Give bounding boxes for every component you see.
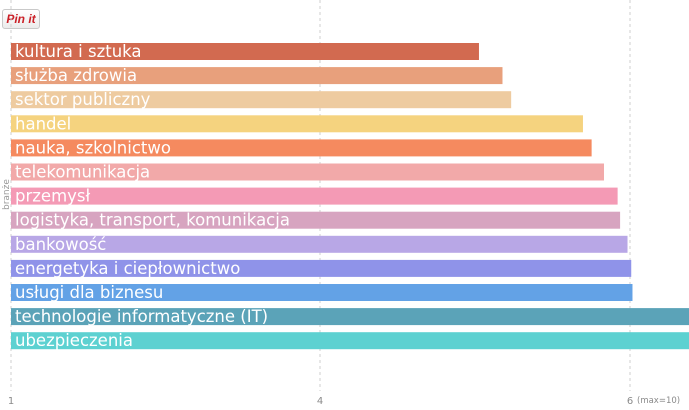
bar <box>11 43 479 60</box>
bar <box>11 139 592 157</box>
bar <box>11 115 583 133</box>
bar-label: służba zdrowia <box>15 66 137 85</box>
bar <box>11 187 618 205</box>
bar-label: energetyka i ciepłownictwo <box>15 259 240 278</box>
bar-label: telekomunikacja <box>15 163 150 182</box>
bar-label: logistyka, transport, komunikacja <box>15 211 290 230</box>
bar <box>11 211 621 229</box>
x-tick-label: 1 <box>8 396 14 407</box>
bar-label: bankowość <box>15 235 106 254</box>
bar <box>11 332 689 350</box>
x-tick-label: 4 <box>317 396 323 407</box>
bar <box>11 163 605 181</box>
bar-label: przemysł <box>15 187 91 206</box>
x-axis-max-note: (max=10) <box>637 396 680 406</box>
bar-label: nauka, szkolnictwo <box>15 138 171 157</box>
bar <box>11 91 512 109</box>
x-tick-label: 6 <box>627 396 633 407</box>
bar-label: technologie informatyczne (IT) <box>15 307 268 326</box>
bar <box>11 67 503 85</box>
bar-label: sektor publiczny <box>15 90 151 109</box>
bar-label: handel <box>15 114 71 133</box>
bar-label: usługi dla biznesu <box>15 283 163 302</box>
bar <box>11 259 632 277</box>
bar-label: ubezpieczenia <box>15 331 133 350</box>
bar <box>11 284 633 301</box>
bar <box>11 308 689 326</box>
bar <box>11 235 628 253</box>
bar-label: kultura i sztuka <box>15 42 142 61</box>
